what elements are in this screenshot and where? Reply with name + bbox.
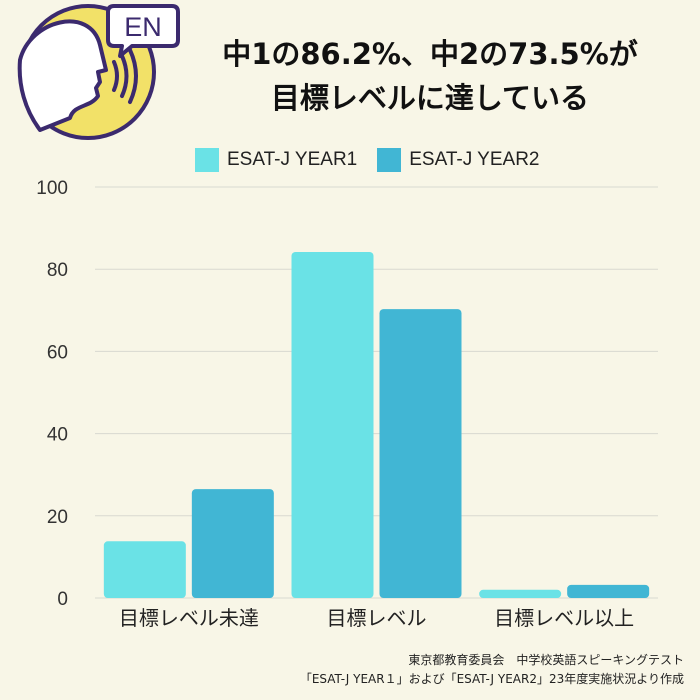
bar-year2 <box>191 489 274 598</box>
title-line-1: 中1の86.2%、中2の73.5%が <box>222 37 638 71</box>
bar-year1 <box>479 589 562 598</box>
y-tick-label: 20 <box>47 507 68 528</box>
y-tick-label: 0 <box>57 589 68 610</box>
bar-year1 <box>103 541 186 598</box>
badge-text: EN <box>124 12 162 42</box>
y-tick-label: 60 <box>47 342 68 363</box>
y-tick-label: 100 <box>36 178 68 199</box>
legend-item-year2: ESAT-J YEAR2 <box>377 148 540 172</box>
legend-label-year2: ESAT-J YEAR2 <box>409 149 540 170</box>
x-category-label: 目標レベル以上 <box>494 606 634 630</box>
sound-waves-icon <box>112 48 138 104</box>
bar-year2 <box>379 309 462 598</box>
source-line-2: 「ESAT-J YEAR１」および「ESAT-J YEAR2」23年度実施状況よ… <box>299 672 684 686</box>
legend-label-year1: ESAT-J YEAR1 <box>227 149 358 170</box>
x-category-label: 目標レベル <box>327 606 427 630</box>
x-category-label: 目標レベル未達 <box>119 606 259 630</box>
page-title: 中1の86.2%、中2の73.5%が 目標レベルに達している <box>180 32 680 120</box>
legend-swatch-year2 <box>377 148 402 172</box>
legend-item-year1: ESAT-J YEAR1 <box>195 148 357 172</box>
face-silhouette-icon <box>17 19 108 132</box>
y-tick-label: 40 <box>47 425 68 446</box>
speaking-logo: EN <box>17 4 180 140</box>
chart-legend: ESAT-J YEAR1 ESAT-J YEAR2 <box>195 148 560 172</box>
bar-year1 <box>291 251 374 599</box>
y-tick-label: 80 <box>47 260 68 281</box>
source-line-1: 東京都教育委員会 中学校英語スピーキングテスト <box>408 653 684 667</box>
bar-year2 <box>567 584 650 598</box>
source-note: 東京都教育委員会 中学校英語スピーキングテスト 「ESAT-J YEAR１」およ… <box>300 651 684 689</box>
speech-bubble-icon <box>106 4 180 58</box>
legend-swatch-year1 <box>195 148 219 172</box>
bar-chart: 0 20 40 60 80 100 目標レベル未達 目標レベル 目標レベル以上 <box>36 178 658 630</box>
title-line-2: 目標レベルに達している <box>270 81 590 115</box>
